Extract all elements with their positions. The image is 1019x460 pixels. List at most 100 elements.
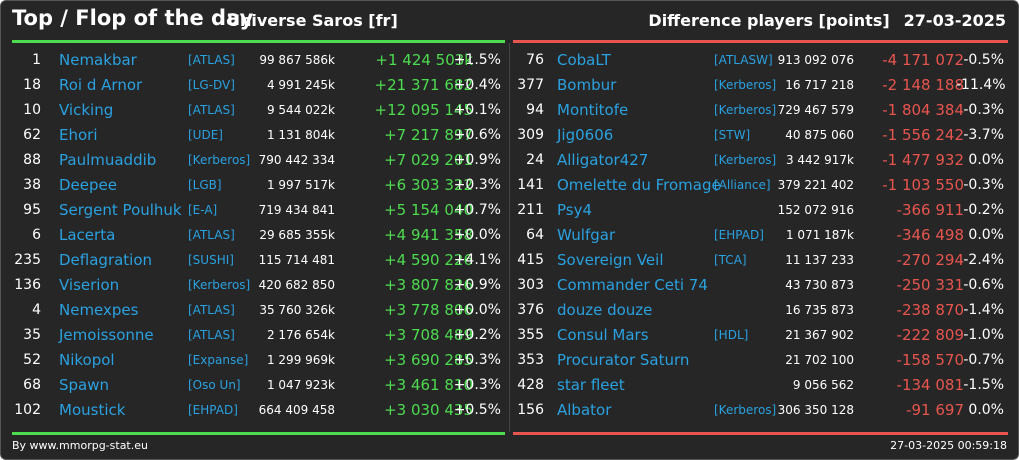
rank-cell: 88: [23, 152, 41, 168]
percent-cell: -1.5%: [963, 377, 1004, 393]
difference-cell: +6 303 322: [384, 176, 473, 194]
percent-cell: 0.0%: [968, 227, 1004, 243]
difference-cell: +3 807 826: [384, 276, 473, 294]
points-cell: 664 409 458: [258, 403, 335, 417]
alliance-tag-link[interactable]: [LG-DV]: [188, 78, 235, 92]
points-cell: 1 997 517k: [266, 178, 335, 192]
alliance-tag-link[interactable]: [EHPAD]: [188, 403, 238, 417]
alliance-tag-link[interactable]: [TCA]: [714, 253, 747, 267]
alliance-tag-link[interactable]: [E-A]: [188, 203, 218, 217]
points-cell: 1 071 187k: [785, 228, 854, 242]
player-name-link[interactable]: Montitofe: [557, 101, 629, 119]
player-name-link[interactable]: Jig0606: [557, 126, 614, 144]
percent-cell: +0.0%: [453, 302, 501, 318]
player-name-link[interactable]: Lacerta: [59, 226, 116, 244]
alliance-tag-link[interactable]: [LGB]: [188, 178, 222, 192]
player-name-link[interactable]: Moustick: [59, 401, 126, 419]
alliance-tag-link[interactable]: [ATLAS]: [188, 228, 235, 242]
alliance-tag-link[interactable]: [ATLAS]: [188, 328, 235, 342]
alliance-tag-link[interactable]: [SUSHI]: [188, 253, 234, 267]
points-cell: 719 434 841: [258, 203, 335, 217]
player-name-link[interactable]: Albator: [557, 401, 612, 419]
rank-cell: 68: [23, 377, 41, 393]
points-cell: 3 442 917k: [785, 153, 854, 167]
alliance-tag-link[interactable]: [Alliance]: [714, 178, 771, 192]
player-name-link[interactable]: Sergent Poulhuk: [59, 201, 182, 219]
alliance-tag-link[interactable]: [Expanse]: [188, 353, 249, 367]
percent-cell: -1.0%: [963, 327, 1004, 343]
rank-cell: 38: [23, 177, 41, 193]
alliance-tag-link[interactable]: [Kerberos]: [188, 153, 251, 167]
universe-label: Universe Saros [fr]: [227, 11, 398, 30]
player-name-link[interactable]: Spawn: [59, 376, 110, 394]
points-cell: 1 299 969k: [266, 353, 335, 367]
difference-cell: -1 804 384: [882, 101, 964, 119]
alliance-tag-link[interactable]: [ATLAS]: [188, 103, 235, 117]
player-name-link[interactable]: Jemoissonne: [59, 326, 154, 344]
difference-cell: -134 081: [896, 376, 964, 394]
alliance-tag-link[interactable]: [HDL]: [714, 328, 749, 342]
player-name-link[interactable]: Procurator Saturn: [557, 351, 690, 369]
alliance-tag-link[interactable]: [Kerberos]: [188, 278, 251, 292]
rank-cell: 35: [23, 327, 41, 343]
page-title: Top / Flop of the day: [12, 6, 254, 30]
alliance-tag-link[interactable]: [Kerberos]: [714, 403, 777, 417]
rank-cell: 4: [32, 302, 41, 318]
player-name-link[interactable]: Viserion: [59, 276, 120, 294]
credit-link[interactable]: By www.mmorpg-stat.eu: [12, 439, 148, 452]
percent-cell: +0.3%: [453, 352, 501, 368]
percent-cell: +0.2%: [453, 327, 501, 343]
player-name-link[interactable]: Deepee: [59, 176, 117, 194]
alliance-tag-link[interactable]: [Kerberos]: [714, 103, 777, 117]
alliance-tag-link[interactable]: [STW]: [714, 128, 751, 142]
player-name-link[interactable]: Omelette du Fromage: [557, 176, 721, 194]
player-name-link[interactable]: Ehori: [59, 126, 98, 144]
player-name-link[interactable]: Paulmuaddib: [59, 151, 157, 169]
player-name-link[interactable]: Sovereign Veil: [557, 251, 664, 269]
percent-cell: +1.5%: [453, 52, 501, 68]
difference-cell: +3 778 806: [384, 301, 473, 319]
points-cell: 115 714 481: [258, 253, 335, 267]
percent-cell: -3.7%: [963, 127, 1004, 143]
alliance-tag-link[interactable]: [Oso Un]: [188, 378, 241, 392]
bottom-divider-green: [12, 432, 505, 435]
rank-cell: 6: [32, 227, 41, 243]
percent-cell: -2.4%: [963, 252, 1004, 268]
player-name-link[interactable]: Psy4: [557, 201, 593, 219]
points-cell: 4 991 245k: [266, 78, 335, 92]
alliance-tag-link[interactable]: [Kerberos]: [714, 153, 777, 167]
rank-cell: 303: [517, 277, 544, 293]
alliance-tag-link[interactable]: [Kerberos]: [714, 78, 777, 92]
player-name-link[interactable]: Deflagration: [59, 251, 153, 269]
points-cell: 9 544 022k: [266, 103, 335, 117]
percent-cell: +0.6%: [453, 127, 501, 143]
points-cell: 35 760 326k: [259, 303, 335, 317]
player-name-link[interactable]: Roi d Arnor: [59, 76, 143, 94]
alliance-tag-link[interactable]: [UDE]: [188, 128, 223, 142]
percent-cell: -1.4%: [963, 302, 1004, 318]
percent-cell: 0.0%: [968, 402, 1004, 418]
percent-cell: +0.9%: [453, 277, 501, 293]
rank-cell: 1: [32, 52, 41, 68]
player-name-link[interactable]: Nemexpes: [59, 301, 139, 319]
rank-cell: 415: [517, 252, 544, 268]
player-name-link[interactable]: douze douze: [557, 301, 653, 319]
player-name-link[interactable]: star fleet: [557, 376, 625, 394]
difference-cell: -4 171 072: [882, 51, 964, 69]
player-name-link[interactable]: Nikopol: [59, 351, 115, 369]
alliance-tag-link[interactable]: [ATLAS]: [188, 303, 235, 317]
player-name-link[interactable]: Consul Mars: [557, 326, 649, 344]
player-name-link[interactable]: Vicking: [59, 101, 114, 119]
player-name-link[interactable]: CobaLT: [557, 51, 611, 69]
player-name-link[interactable]: Wulfgar: [557, 226, 616, 244]
alliance-tag-link[interactable]: [EHPAD]: [714, 228, 764, 242]
player-name-link[interactable]: Alligator427: [557, 151, 649, 169]
rank-cell: 141: [517, 177, 544, 193]
player-name-link[interactable]: Bombur: [557, 76, 617, 94]
difference-cell: +7 029 201: [384, 151, 473, 169]
alliance-tag-link[interactable]: [ATLAS]: [188, 53, 235, 67]
player-name-link[interactable]: Nemakbar: [59, 51, 137, 69]
alliance-tag-link[interactable]: [ATLASW]: [714, 53, 773, 67]
player-name-link[interactable]: Commander Ceti 74: [557, 276, 708, 294]
